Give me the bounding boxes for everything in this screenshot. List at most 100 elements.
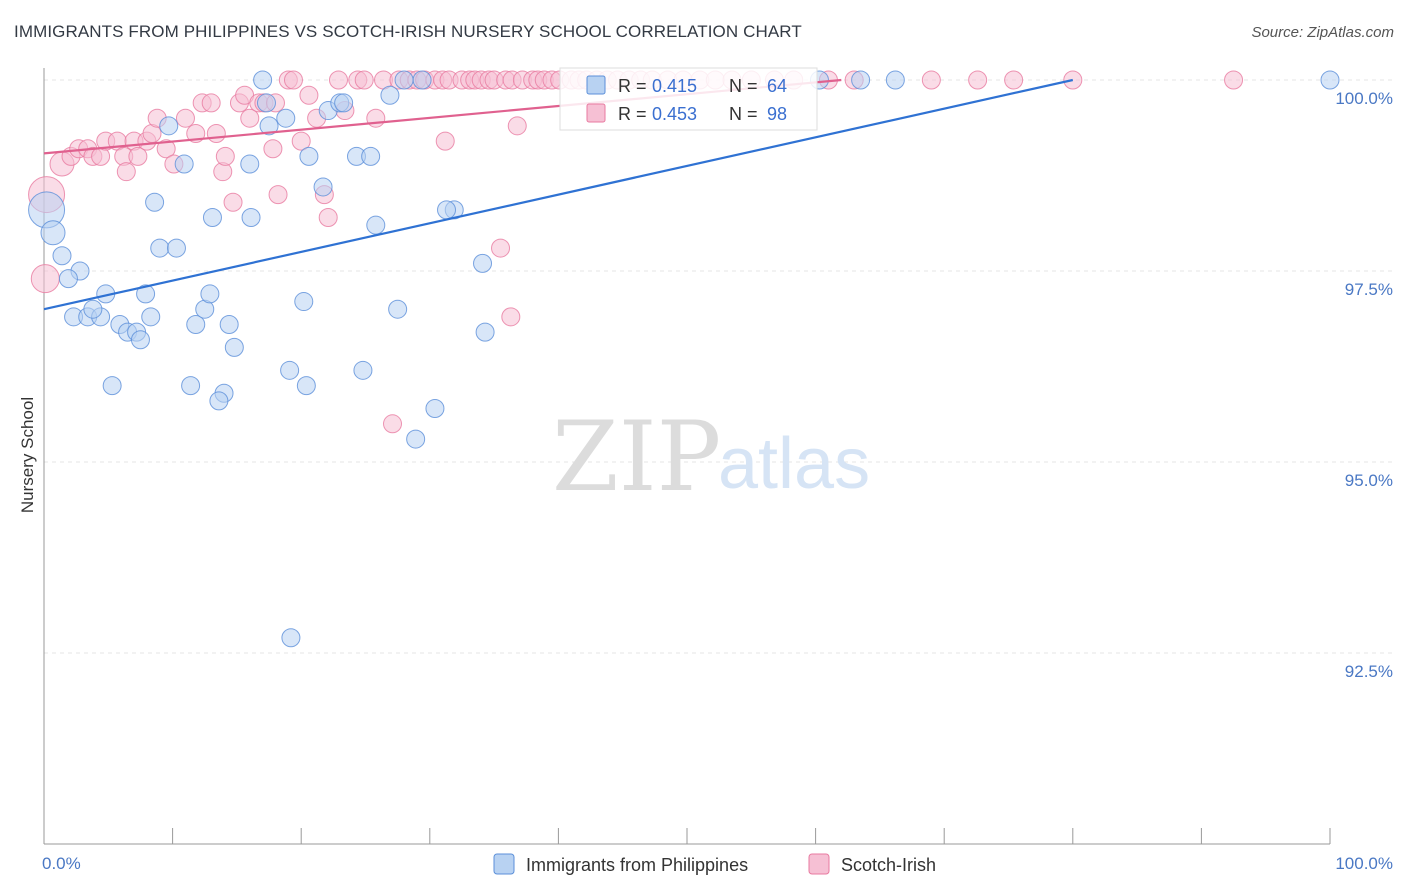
philippines-point-24	[209, 391, 229, 411]
philippines-point-27	[166, 238, 186, 258]
scotch-irish-point-87	[501, 307, 521, 327]
x-tick-label-min: 0.0%	[42, 854, 81, 873]
philippines-point-25	[145, 192, 165, 212]
scotch-irish-point-1	[30, 264, 60, 294]
philippines-point-14	[136, 284, 156, 304]
y-tick-label-3: 92.5%	[1345, 662, 1393, 681]
scotch-irish-point-41	[318, 208, 338, 228]
scotch-irish-point-85	[507, 116, 527, 136]
philippines-point-30	[202, 208, 222, 228]
chart-title: IMMIGRANTS FROM PHILIPPINES VS SCOTCH-IR…	[14, 22, 802, 41]
philippines-point-46	[412, 70, 432, 90]
watermark-atlas: atlas	[718, 424, 870, 504]
bottom-legend-swatch-blue[interactable]	[493, 853, 515, 875]
philippines-point-62	[885, 70, 905, 90]
scotch-irish-point-84	[435, 131, 455, 151]
philippines-point-58	[475, 322, 495, 342]
y-tick-labels: 100.0% 97.5% 95.0% 92.5%	[1335, 89, 1393, 681]
x-ticks	[172, 828, 1331, 844]
philippines-point-16	[102, 376, 122, 396]
philippines-point-44	[366, 215, 386, 235]
philippines-point-51	[353, 360, 373, 380]
philippines-point-22	[181, 376, 201, 396]
philippines-point-28	[174, 154, 194, 174]
philippines-point-41	[334, 93, 354, 113]
scotch-irish-point-13	[128, 146, 148, 166]
philippines-point-57	[473, 253, 493, 273]
y-axis-title: Nursery School	[18, 397, 37, 513]
philippines-point-2	[52, 246, 72, 266]
y-tick-label-1: 97.5%	[1345, 280, 1393, 299]
bottom-legend-label-pink[interactable]: Scotch-Irish	[841, 855, 936, 875]
scotch-irish-point-93	[921, 70, 941, 90]
trend-lines	[43, 78, 1074, 311]
legend-r-value-1: 0.415	[652, 76, 697, 96]
x-tick-label-max: 100.0%	[1335, 854, 1393, 873]
philippines-trend-line	[43, 78, 1074, 311]
philippines-point-29	[159, 116, 179, 136]
philippines-point-15	[141, 307, 161, 327]
scotch-irish-point-29	[240, 108, 260, 128]
scotch-irish-point-42	[328, 70, 348, 90]
philippines-point-21	[224, 337, 244, 357]
philippines-point-63	[1320, 70, 1340, 90]
legend-n-label-2: N =	[729, 104, 758, 124]
scotch-irish-point-17	[156, 139, 176, 159]
scotch-irish-point-48	[383, 414, 403, 434]
philippines-points	[28, 70, 1340, 648]
legend-n-value-2: 98	[767, 104, 787, 124]
philippines-point-8	[83, 299, 103, 319]
legend-n-label-1: N =	[729, 76, 758, 96]
y-tick-label-2: 95.0%	[1345, 471, 1393, 490]
philippines-point-35	[259, 116, 279, 136]
philippines-point-50	[296, 376, 316, 396]
scotch-irish-point-97	[1224, 70, 1244, 90]
scotch-irish-point-11	[116, 162, 136, 182]
legend-r-label-1: R =	[618, 76, 647, 96]
philippines-point-43	[361, 146, 381, 166]
scotch-irish-point-95	[1004, 70, 1024, 90]
philippines-point-47	[394, 70, 414, 90]
legend-swatch-blue	[586, 75, 606, 95]
scotch-irish-point-45	[354, 70, 374, 90]
philippines-point-31	[241, 208, 261, 228]
legend-r-value-2: 0.453	[652, 104, 697, 124]
philippines-point-33	[253, 70, 273, 90]
scotch-irish-point-23	[206, 123, 226, 143]
philippines-point-20	[219, 314, 239, 334]
bottom-legend-label-blue[interactable]: Immigrants from Philippines	[526, 855, 748, 875]
scotch-irish-point-25	[215, 146, 235, 166]
scotch-irish-point-94	[968, 70, 988, 90]
philippines-point-59	[281, 628, 301, 648]
y-tick-label-0: 100.0%	[1335, 89, 1393, 108]
philippines-point-56	[437, 200, 457, 220]
philippines-point-26	[150, 238, 170, 258]
philippines-point-34	[256, 93, 276, 113]
source-label: Source: ZipAtlas.com	[1251, 24, 1394, 41]
legend-r-label-2: R =	[618, 104, 647, 124]
philippines-point-4	[58, 269, 78, 289]
scotch-irish-point-22	[201, 93, 221, 113]
philippines-point-1	[40, 220, 66, 246]
philippines-point-36	[276, 108, 296, 128]
philippines-point-49	[294, 292, 314, 312]
scotch-irish-point-38	[299, 85, 319, 105]
philippines-point-52	[388, 299, 408, 319]
philippines-point-38	[313, 177, 333, 197]
bottom-legend-swatch-pink[interactable]	[808, 853, 830, 875]
philippines-point-48	[280, 360, 300, 380]
philippines-point-53	[406, 429, 426, 449]
scotch-irish-point-19	[175, 108, 195, 128]
scotch-irish-point-86	[491, 238, 511, 258]
bottom-legend: Immigrants from Philippines Scotch-Irish	[493, 853, 936, 875]
philippines-point-17	[186, 314, 206, 334]
legend-n-value-1: 64	[767, 76, 787, 96]
scotch-irish-point-34	[268, 185, 288, 205]
scotch-irish-point-32	[263, 139, 283, 159]
philippines-point-45	[380, 85, 400, 105]
watermark-zip: ZIP	[552, 401, 721, 513]
scotch-irish-point-26	[223, 192, 243, 212]
philippines-point-13	[130, 330, 150, 350]
scotch-irish-point-36	[283, 70, 303, 90]
